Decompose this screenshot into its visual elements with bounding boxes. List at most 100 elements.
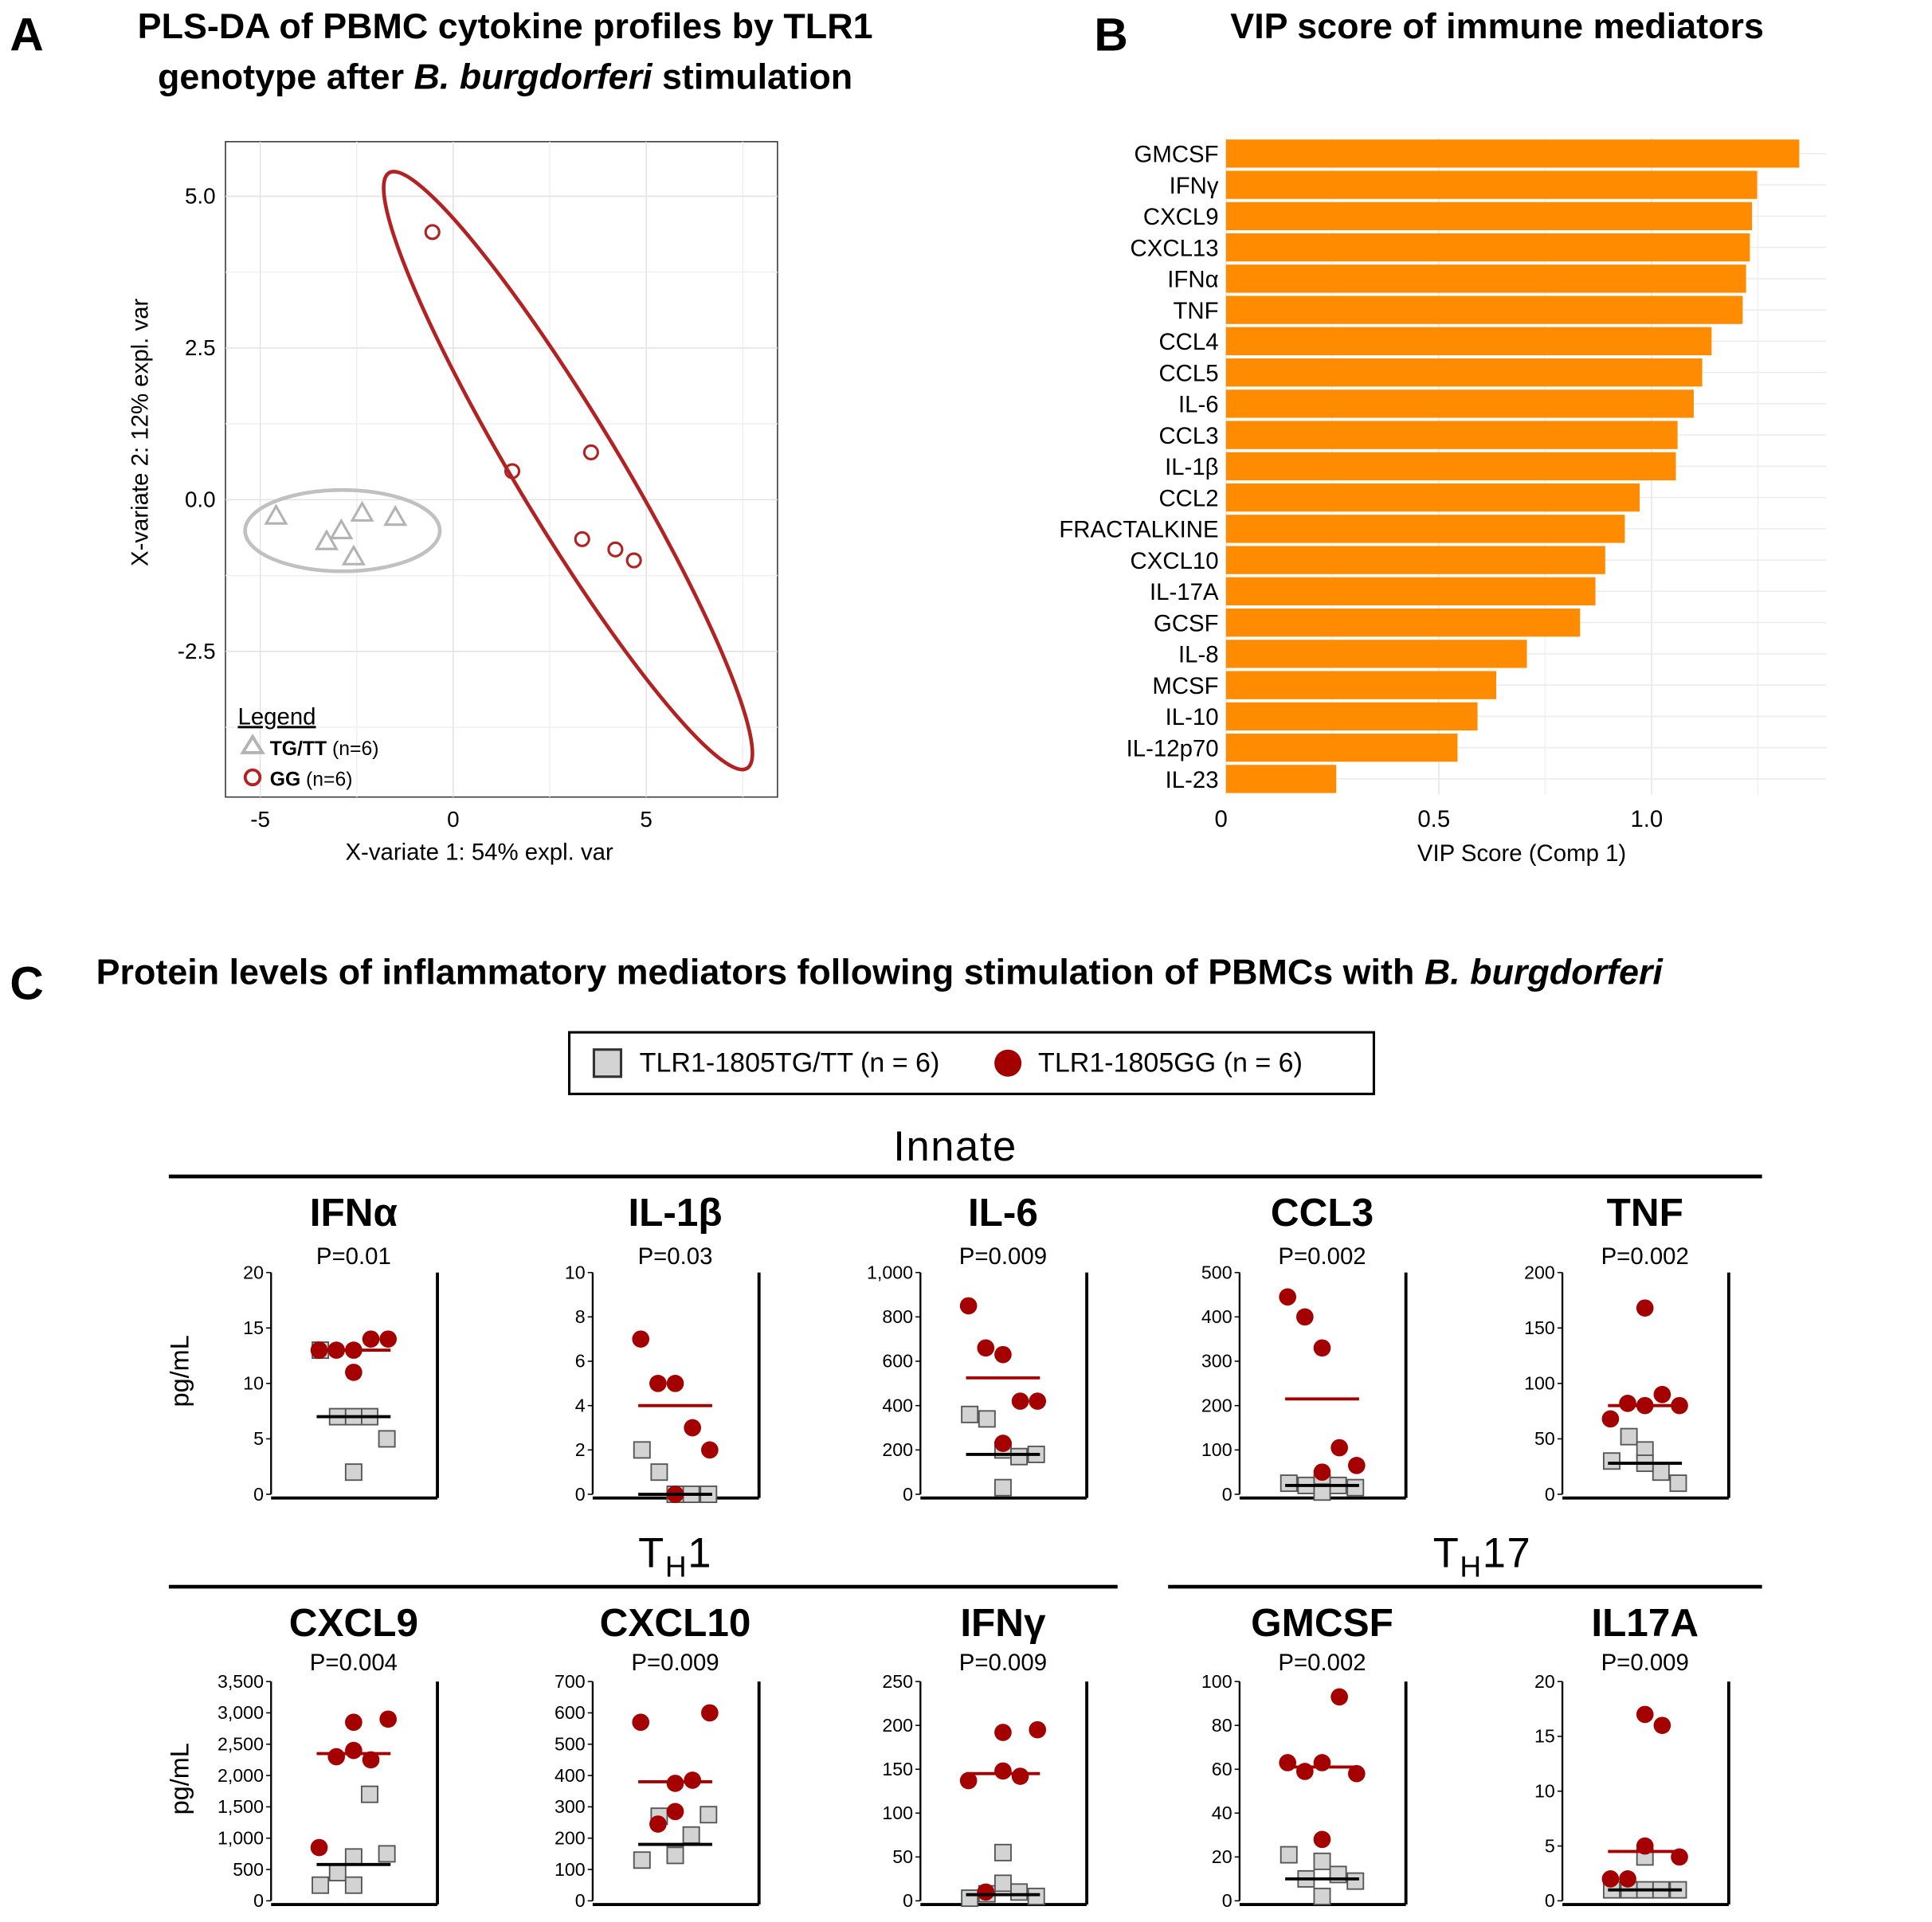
plot-title: CCL3: [1271, 1191, 1374, 1235]
vip-bar: [1225, 139, 1800, 168]
y-tick-label: 150: [1524, 1317, 1555, 1338]
category-label: IL-23: [1166, 767, 1219, 793]
y-tick-label: 0: [903, 1484, 913, 1505]
category-label: IL-10: [1166, 704, 1219, 730]
red-circle-icon: [993, 1049, 1021, 1077]
dot-plot-tnf: TNF P=0.002 0 50 100 150 200: [1524, 1191, 1730, 1505]
tgtt-point: [344, 1463, 362, 1482]
gray-square-icon: [592, 1048, 623, 1078]
panel-letter-a: A: [10, 10, 44, 62]
y-tick-label: 800: [882, 1306, 913, 1327]
gg-point: [362, 1751, 380, 1769]
gg-point: [1636, 1705, 1654, 1724]
tgtt-point: [344, 1876, 362, 1894]
tgtt-point: [329, 518, 354, 540]
gg-point: [1313, 1339, 1331, 1357]
tgtt-point: [993, 1874, 1012, 1893]
tgtt-point: [1620, 1427, 1638, 1446]
p-value: P=0.002: [1601, 1243, 1689, 1270]
tgtt-point: [1346, 1478, 1365, 1497]
p-value: P=0.009: [959, 1650, 1047, 1676]
gg-point: [1601, 1410, 1620, 1428]
tgtt-point: [993, 1843, 1012, 1861]
y-axis-label: X-variate 2: 12% expl. var: [127, 298, 154, 566]
tgtt-point: [383, 504, 408, 526]
gg-point: [1029, 1720, 1047, 1739]
tgtt-point: [1602, 1452, 1620, 1470]
section-text: T: [1432, 1529, 1460, 1577]
vip-bar: [1225, 702, 1478, 731]
section-text: T: [638, 1529, 665, 1577]
legend-n: (n=6): [327, 738, 378, 760]
category-label: CXCL9: [1143, 204, 1219, 230]
gg-point: [1279, 1288, 1297, 1306]
vip-bar: [1225, 765, 1337, 793]
gg-point: [1313, 1754, 1331, 1771]
y-tick-label: 200: [1524, 1262, 1555, 1282]
section-text: 17: [1482, 1529, 1532, 1577]
plot-title: IL17A: [1591, 1601, 1699, 1645]
legend-title: Legend: [237, 703, 315, 730]
tgtt-point: [1652, 1463, 1670, 1482]
gg-point: [632, 1330, 650, 1348]
section-sub: H: [1460, 1550, 1483, 1584]
y-tick-label: 80: [1212, 1715, 1232, 1736]
tgtt-confidence-ellipse: [243, 487, 442, 573]
gg-point: [1653, 1385, 1671, 1403]
vip-bar: [1225, 202, 1753, 231]
category-label: IL-6: [1178, 392, 1219, 418]
y-tick-label: 6: [575, 1351, 586, 1372]
y-tick-label: 300: [555, 1796, 586, 1817]
tgtt-point: [350, 500, 374, 522]
gg-point: [1313, 1463, 1331, 1482]
y-tick-label: 15: [1534, 1726, 1555, 1747]
y-tick-label: 15: [243, 1317, 264, 1338]
gg-point: [977, 1339, 995, 1357]
tgtt-point: [344, 1848, 362, 1866]
p-value: P=0.009: [959, 1243, 1047, 1270]
vip-bar: [1225, 515, 1625, 543]
plot-title: CXCL10: [600, 1601, 751, 1645]
category-label: MCSF: [1152, 673, 1218, 699]
category-label: CCL3: [1158, 423, 1218, 449]
gg-point: [684, 1771, 702, 1789]
title-text: Protein levels of inflammatory mediators…: [96, 953, 1425, 993]
gg-point: [1296, 1763, 1314, 1780]
gg-point: [649, 1375, 667, 1392]
p-value: P=0.002: [1278, 1650, 1366, 1676]
section-innate: Innate: [893, 1123, 1017, 1171]
gg-point: [666, 1775, 684, 1792]
y-tick-label: 0: [253, 1890, 264, 1911]
gg-point: [1011, 1767, 1029, 1785]
y-tick-label: 4: [575, 1395, 586, 1415]
gg-point: [504, 463, 521, 480]
legend-item-gg: GG (n=6): [270, 769, 353, 791]
y-tick-label: 300: [1201, 1351, 1232, 1372]
title-italic: B. burgdorferi: [413, 57, 652, 98]
y-axis-label: pg/mL: [166, 1335, 194, 1407]
x-tick-label: -5: [250, 807, 270, 832]
y-tick-label: 0: [575, 1890, 586, 1911]
tgtt-point: [314, 529, 339, 550]
panel-letter-c: C: [10, 958, 44, 1011]
gg-point: [424, 224, 441, 241]
y-tick-label: 3,000: [217, 1702, 264, 1723]
dot-plot-gmcsf: GMCSF P=0.002 0 20 40 60 80 100: [1201, 1601, 1408, 1911]
panel-a-title-line1: PLS-DA of PBMC cytokine profiles by TLR1: [137, 7, 873, 47]
y-tick-label: 100: [1201, 1439, 1232, 1460]
y-tick-label: 200: [1201, 1395, 1232, 1415]
gg-point: [362, 1330, 380, 1348]
y-tick-label: 400: [555, 1765, 586, 1786]
tgtt-point: [633, 1851, 651, 1869]
category-label: IL-1β: [1165, 454, 1219, 480]
tgtt-point: [1280, 1846, 1298, 1864]
triangle-icon: [240, 734, 265, 754]
tgtt-point: [961, 1889, 979, 1908]
gg-point: [1296, 1308, 1314, 1326]
plot-area: [225, 141, 778, 798]
plot-title: IL-1β: [628, 1191, 722, 1235]
gg-point: [959, 1771, 978, 1790]
gg-point: [345, 1741, 362, 1760]
x-tick-label: 0.5: [1417, 806, 1450, 832]
p-value: P=0.002: [1278, 1243, 1366, 1270]
